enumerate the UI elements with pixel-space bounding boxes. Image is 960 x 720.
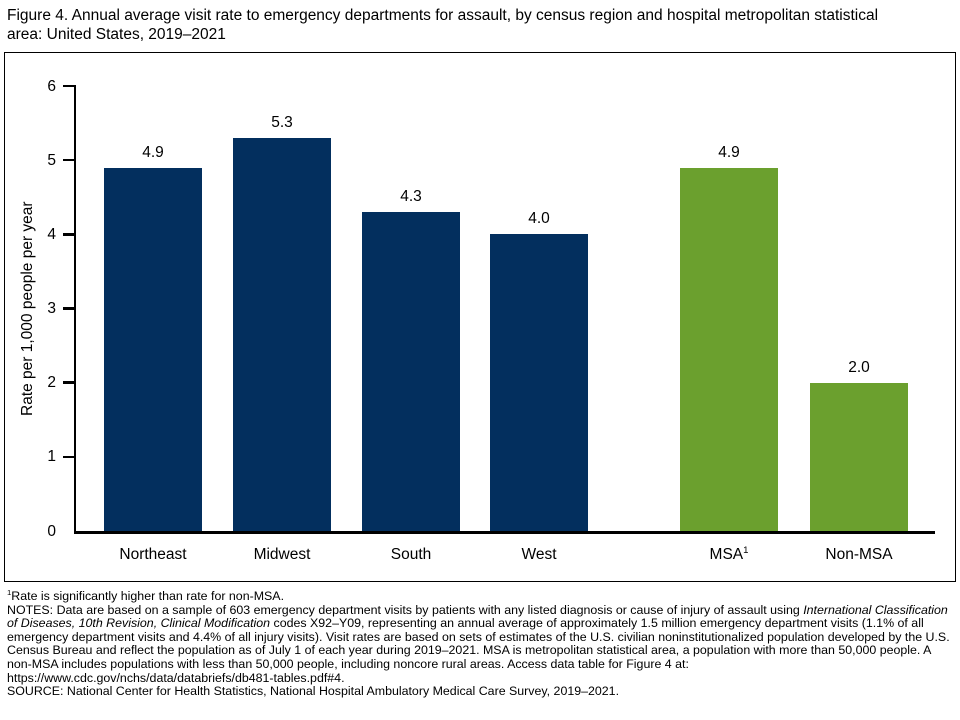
y-tick-label: 6 (47, 77, 56, 95)
bar-msa (680, 167, 778, 531)
y-tick-label: 2 (47, 374, 56, 392)
bar-northeast (104, 167, 202, 531)
y-axis-line (73, 86, 76, 534)
figure-title: Figure 4. Annual average visit rate to e… (7, 7, 879, 43)
y-tick-label: 0 (47, 522, 56, 540)
bar-south (362, 212, 460, 531)
y-tick-label: 3 (47, 300, 56, 317)
y-tick-label: 1 (47, 448, 56, 466)
notes-text-1: Data are based on a sample of 603 emerge… (56, 602, 804, 617)
bar-value-label: 4.9 (142, 143, 164, 161)
footnote-text: Rate is significantly higher than rate f… (11, 589, 285, 603)
bar-value-label: 2.0 (848, 358, 870, 376)
bar-non-msa (810, 382, 908, 531)
y-axis-tick (63, 455, 76, 459)
x-category-label-msa: MSA1 (709, 544, 749, 563)
footnote-superscript: 1 (7, 587, 12, 597)
x-category-label-midwest: Midwest (253, 546, 311, 563)
x-category-label-northeast: Northeast (119, 546, 187, 563)
footnote-significance: 1Rate is significantly higher than rate … (7, 587, 954, 604)
notes-paragraph: NOTES: Data are based on a sample of 603… (7, 602, 954, 686)
category-superscript: 1 (743, 544, 749, 556)
notes-italic-citation: International Classification of Diseases… (7, 602, 948, 631)
x-category-label-south: South (390, 546, 432, 563)
y-axis-tick (63, 84, 76, 88)
y-axis-tick (63, 233, 76, 236)
y-axis-tick (63, 381, 76, 384)
x-category-label-non-msa: Non-MSA (825, 546, 893, 563)
bar-value-label: 5.3 (271, 113, 293, 131)
x-category-label-west: West (521, 546, 557, 563)
notes-text-2: codes X92–Y09, representing an annual av… (7, 616, 950, 685)
chart-frame: Rate per 1,000 people per year 0 1 2 3 4 5 6 4.… (4, 52, 956, 582)
footnotes: 1Rate is significantly higher than rate … (7, 587, 954, 699)
plot-area: 0 1 2 3 4 5 6 4.9 Northeast 5.3 Midwest 4.3 South 4.0… (5, 53, 955, 581)
y-tick-label: 5 (47, 151, 56, 169)
source-line: SOURCE: National Center for Health Stati… (7, 684, 620, 699)
bar-value-label: 4.3 (400, 188, 422, 206)
bar-midwest (233, 137, 331, 531)
bar-value-label: 4.0 (528, 210, 550, 228)
bar-value-label: 4.9 (718, 143, 740, 161)
x-axis-line (73, 531, 935, 534)
y-axis-tick (63, 158, 76, 162)
y-tick-label: 4 (47, 225, 56, 243)
bar-west (490, 234, 588, 531)
notes-label: NOTES: (7, 602, 57, 617)
y-axis-tick (63, 307, 76, 310)
